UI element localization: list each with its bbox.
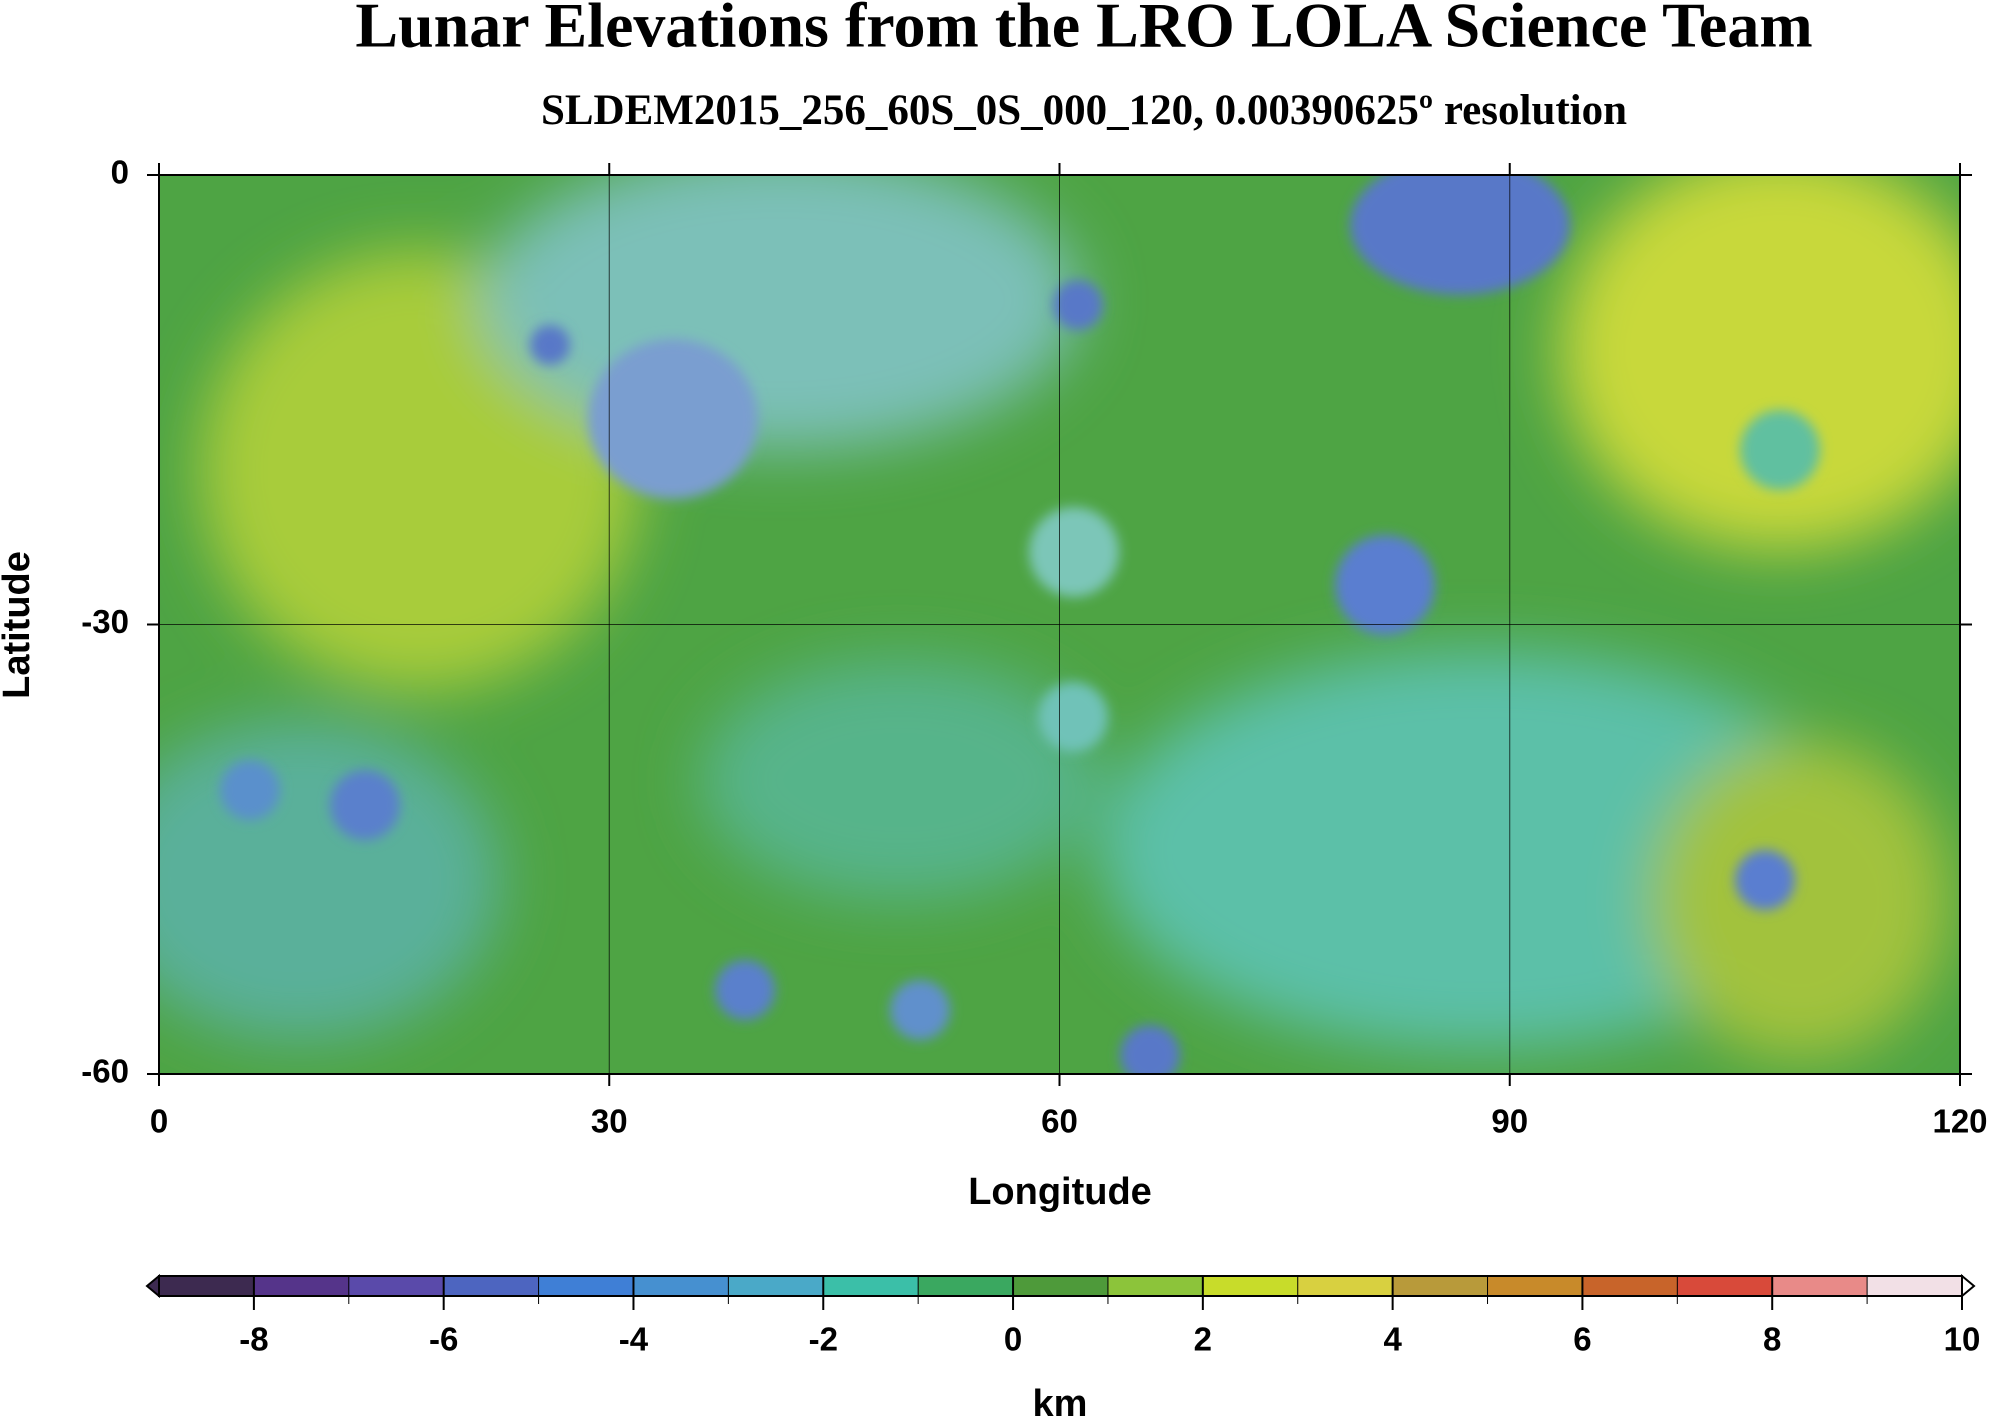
- colorbar-tick-label: 6: [1573, 1321, 1591, 1358]
- colorbar-segment: [1677, 1276, 1773, 1296]
- colorbar-segment: [1582, 1276, 1678, 1296]
- colorbar-segment: [1107, 1276, 1204, 1296]
- title: Lunar Elevations from the LRO LOLA Scien…: [355, 0, 1812, 61]
- colorbar-over-arrow: [1961, 1273, 1976, 1299]
- y-tick-label: -60: [81, 1053, 129, 1090]
- x-tick-label: 90: [1491, 1103, 1528, 1140]
- colorbar-under-arrow: [145, 1273, 160, 1299]
- x-tick-label: 120: [1932, 1103, 1987, 1140]
- y-tick-label: -30: [81, 603, 129, 640]
- colorbar-segment: [1772, 1276, 1868, 1296]
- colorbar-segment: [1867, 1276, 1963, 1296]
- colorbar-tick-label: 2: [1194, 1321, 1212, 1358]
- colorbar-segment: [728, 1276, 824, 1296]
- colorbar-segment: [443, 1276, 540, 1296]
- colorbar-segment: [348, 1276, 445, 1296]
- elevation-image: [159, 175, 1960, 1074]
- colorbar-tick-label: -6: [429, 1321, 458, 1358]
- colorbar-tick-label: 0: [1004, 1321, 1022, 1358]
- subtitle: SLDEM2015_256_60S_0S_000_120, 0.00390625…: [541, 87, 1627, 134]
- y-tick-label: 0: [111, 154, 129, 191]
- x-tick-label: 0: [150, 1103, 168, 1140]
- colorbar-segment: [1013, 1276, 1109, 1296]
- x-axis-label: Longitude: [968, 1171, 1152, 1213]
- colorbar-tick-label: 10: [1944, 1321, 1981, 1358]
- colorbar-segment: [1487, 1276, 1583, 1296]
- colorbar-segment: [538, 1276, 634, 1296]
- colorbar-tick-label: -8: [239, 1321, 268, 1358]
- colorbar-tick-label: 8: [1763, 1321, 1781, 1358]
- colorbar-tick-label: -4: [619, 1321, 649, 1358]
- colorbar-segment: [253, 1276, 350, 1296]
- colorbar-segment: [918, 1276, 1014, 1296]
- x-tick-label: 60: [1041, 1103, 1078, 1140]
- x-tick-label: 30: [591, 1103, 628, 1140]
- colorbar-label: km: [1033, 1383, 1088, 1422]
- colorbar-segment: [1202, 1276, 1299, 1296]
- colorbar-tick-label: -2: [809, 1321, 838, 1358]
- colorbar-segment: [1297, 1276, 1394, 1296]
- colorbar-segment: [1392, 1276, 1489, 1296]
- colorbar-segment: [823, 1276, 919, 1296]
- y-axis-label: Latitude: [0, 551, 38, 699]
- colorbar-segment: [633, 1276, 729, 1296]
- colorbar-tick-label: 4: [1383, 1321, 1402, 1358]
- colorbar-segment: [159, 1276, 255, 1296]
